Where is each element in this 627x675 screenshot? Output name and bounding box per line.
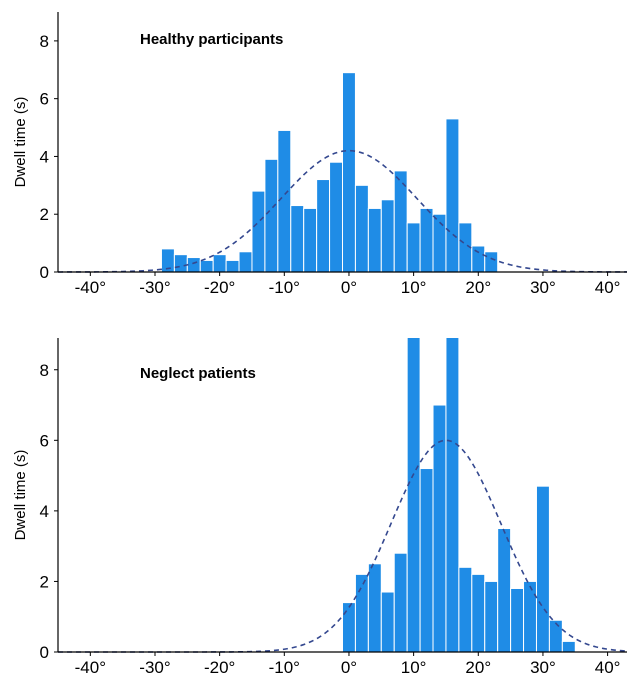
x-tick-label: -40° [75, 658, 106, 675]
y-tick-label: 2 [40, 205, 49, 224]
bar [471, 573, 486, 652]
x-tick-label: -20° [204, 658, 235, 675]
bars [342, 338, 576, 652]
bars [160, 72, 499, 272]
x-tick-label: 0° [341, 278, 357, 297]
bar [548, 619, 563, 652]
x-tick-label: 10° [401, 278, 427, 297]
normal-fit-curve [58, 149, 627, 273]
bar [393, 552, 408, 652]
x-tick-label: -40° [75, 278, 106, 297]
bar [445, 338, 460, 652]
bar [342, 72, 356, 272]
x-tick-label: 40° [595, 658, 621, 675]
bar [186, 257, 201, 272]
chart-title: Healthy participants [140, 31, 283, 48]
bar [380, 199, 395, 272]
bar [173, 254, 188, 272]
bar [329, 161, 343, 272]
bar [406, 222, 421, 272]
bar [212, 254, 227, 272]
bar [471, 245, 486, 272]
x-tick-label: -30° [139, 658, 170, 675]
y-tick-label: 8 [40, 361, 49, 380]
bar [238, 251, 253, 272]
bar [251, 190, 266, 272]
bar [445, 118, 460, 272]
bar [199, 259, 214, 272]
y-tick-label: 0 [40, 643, 49, 662]
y-tick-label: 2 [40, 572, 49, 591]
bar [380, 591, 395, 652]
bar [316, 179, 331, 272]
bar [406, 338, 421, 652]
x-tick-label: 20° [465, 658, 491, 675]
bar [535, 485, 550, 652]
bar [497, 528, 512, 652]
x-tick-label: 40° [595, 278, 621, 297]
bar [225, 259, 240, 272]
bar [393, 170, 408, 272]
y-axis-label: Dwell time (s) [12, 97, 29, 188]
bar [419, 468, 434, 652]
y-tick-label: 8 [40, 32, 49, 51]
x-tick-label: 30° [530, 278, 556, 297]
bar [367, 563, 382, 652]
y-tick-label: 0 [40, 263, 49, 282]
y-axis-label: Dwell time (s) [12, 450, 29, 541]
x-tick-label: -10° [269, 278, 300, 297]
bar [277, 129, 292, 272]
x-tick-label: -20° [204, 278, 235, 297]
chart-panel-1: -40° -30° -20° -10° 0° 10° 20° 30° 40° 0 2 4 6 8 Dwell… [12, 12, 627, 297]
x-tick-label: -10° [269, 658, 300, 675]
chart-panel-2: -40° -30° -20° -10° 0° 10° 20° 30° 40° 0 2 4 6 8 Dwell… [12, 338, 627, 675]
bar [510, 587, 525, 652]
bar [290, 205, 305, 272]
bar [419, 207, 434, 272]
bar [484, 251, 499, 272]
bar [264, 158, 279, 272]
bar [303, 207, 318, 272]
bar [523, 580, 537, 652]
bar [561, 640, 576, 652]
chart-title: Neglect patients [140, 365, 256, 382]
bar [354, 184, 369, 272]
y-tick-label: 4 [40, 502, 49, 521]
x-tick-label: 20° [465, 278, 491, 297]
x-tick-label: -30° [139, 278, 170, 297]
x-tick-label: 10° [401, 658, 427, 675]
bar [458, 566, 473, 652]
y-tick-label: 6 [40, 431, 49, 450]
x-tick-label: 0° [341, 658, 357, 675]
y-tick-label: 6 [40, 90, 49, 109]
y-tick-label: 4 [40, 147, 49, 166]
bar [367, 207, 382, 272]
bar [354, 573, 369, 652]
x-tick-label: 30° [530, 658, 556, 675]
bar [342, 602, 356, 652]
bar [484, 580, 499, 652]
